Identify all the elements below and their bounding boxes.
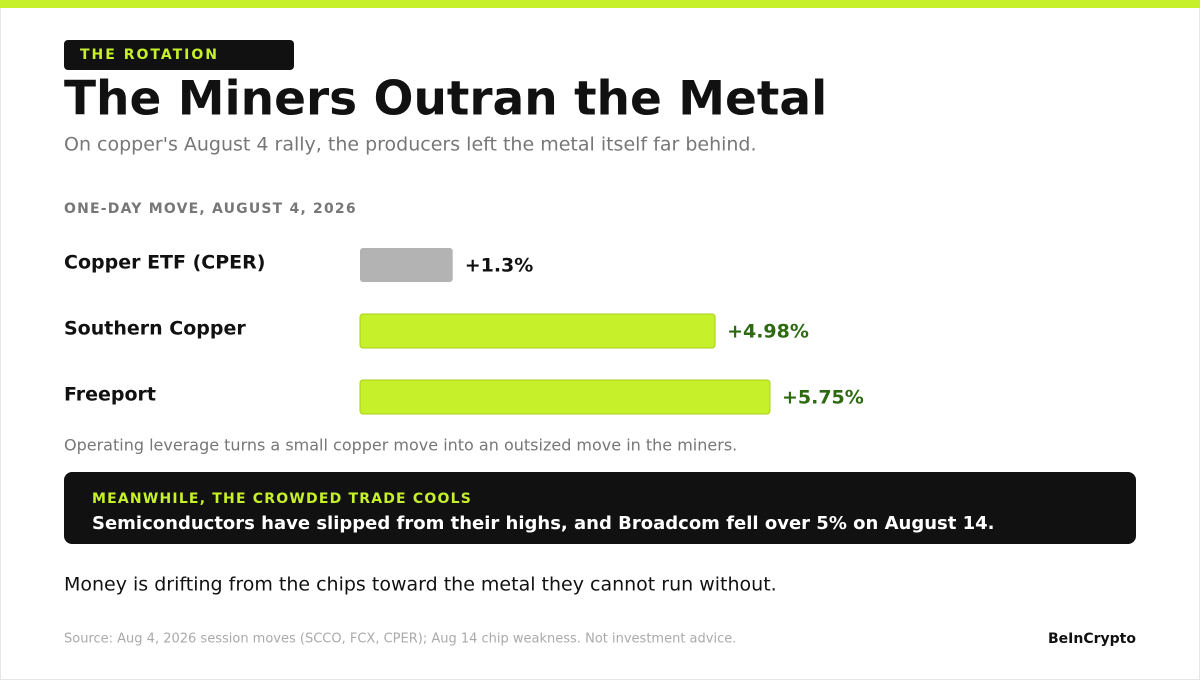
chart-title: ONE-DAY MOVE, AUGUST 4, 2026 xyxy=(64,201,357,217)
subtitle: On copper's August 4 rally, the producer… xyxy=(64,134,757,156)
category-label: Freeport xyxy=(64,384,156,406)
value-label: +5.75% xyxy=(782,387,864,409)
value-label: +4.98% xyxy=(727,321,809,343)
bar xyxy=(359,379,771,415)
bar xyxy=(359,313,716,349)
category-label: Southern Copper xyxy=(64,318,246,340)
brand: BeInCrypto xyxy=(1048,631,1136,647)
bar xyxy=(360,248,453,282)
top-accent xyxy=(0,0,1200,8)
value-label: +1.3% xyxy=(465,255,534,277)
category-label: Copper ETF (CPER) xyxy=(64,252,265,274)
kicker-box xyxy=(64,40,294,70)
title: The Miners Outran the Metal xyxy=(64,72,827,127)
closing: Money is drifting from the chips toward … xyxy=(64,574,777,596)
kicker: THE ROTATION xyxy=(80,47,219,63)
note: Operating leverage turns a small copper … xyxy=(64,436,737,455)
callout-box xyxy=(64,472,1136,544)
source: Source: Aug 4, 2026 session moves (SCCO,… xyxy=(64,632,736,647)
bar-chart: Copper ETF (CPER) +1.3% Southern Copper +4.… xyxy=(64,248,864,415)
callout-heading: MEANWHILE, THE CROWDED TRADE COOLS xyxy=(92,491,472,507)
callout-body: Semiconductors have slipped from their h… xyxy=(92,513,995,534)
